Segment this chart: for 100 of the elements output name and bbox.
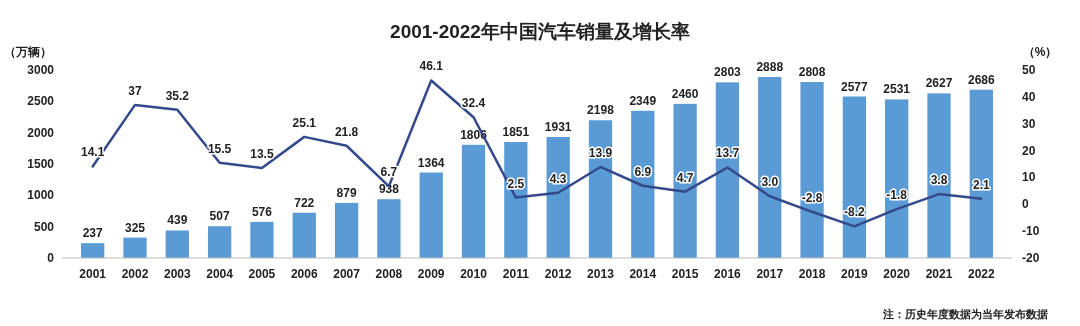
x-tick-label: 2008 <box>375 267 403 281</box>
data-label: 2686 <box>967 72 995 87</box>
data-label: 3.8 <box>930 173 948 188</box>
x-tick-label: 2020 <box>883 267 911 281</box>
data-label: 6.9 <box>634 164 652 179</box>
x-tick-label: 2018 <box>798 267 826 281</box>
data-label: 13.7 <box>715 146 740 161</box>
data-label: 13.9 <box>588 145 613 160</box>
data-label: 2460 <box>671 86 699 101</box>
x-tick-label: 2019 <box>841 267 869 281</box>
y-tick-label: 1000 <box>27 188 55 203</box>
x-tick-label: 2002 <box>121 267 149 281</box>
x-tick-label: 2010 <box>460 267 488 281</box>
y2-tick-label: 20 <box>1022 143 1036 158</box>
bar <box>969 89 993 258</box>
y2-tick-label: 40 <box>1022 89 1036 104</box>
data-label: 2808 <box>798 65 826 80</box>
data-label: -8.2 <box>844 205 866 220</box>
data-label: 2888 <box>756 60 784 75</box>
x-tick-label: 2021 <box>925 267 953 281</box>
data-label: 1364 <box>417 155 445 170</box>
bar <box>81 243 105 258</box>
x-tick-label: 2004 <box>206 267 234 281</box>
y-tick-label: 0 <box>47 251 55 265</box>
data-label: 576 <box>251 204 273 219</box>
data-label: 2627 <box>925 76 953 91</box>
y-tick-label: 1500 <box>27 157 55 171</box>
data-label: 507 <box>209 209 230 224</box>
bar <box>927 93 951 258</box>
bar <box>207 226 232 258</box>
bar <box>419 172 443 258</box>
x-tick-label: 2016 <box>714 267 742 281</box>
y-tick-label: 500 <box>33 219 55 234</box>
bar <box>800 82 824 258</box>
x-tick-label: 2007 <box>333 267 361 281</box>
x-tick-label: 2022 <box>967 267 995 281</box>
x-tick-label: 2015 <box>671 267 699 281</box>
y2-tick-label: -10 <box>1022 224 1040 239</box>
data-label: 2.5 <box>507 176 525 191</box>
x-tick-label: 2011 <box>502 267 530 281</box>
bar <box>250 221 274 258</box>
x-tick-label: 2005 <box>248 267 276 281</box>
data-label: 21.8 <box>334 124 359 139</box>
data-label: 2.1 <box>972 177 990 192</box>
bar <box>631 110 655 258</box>
x-tick-label: 2014 <box>629 267 657 281</box>
bar <box>715 82 740 258</box>
bar <box>885 99 909 258</box>
bar <box>123 237 147 258</box>
chart-title: 2001-2022年中国汽车销量及增长率 <box>390 21 690 42</box>
data-label: 1851 <box>502 125 530 139</box>
bar <box>165 230 189 258</box>
data-label: 4.3 <box>549 171 567 186</box>
y-tick-label: 2000 <box>27 125 55 140</box>
data-label: 439 <box>167 213 188 228</box>
data-label: 325 <box>124 220 146 235</box>
text: 注：历史年度数据为当年发布数据 <box>882 308 1048 320</box>
x-tick-label: 2009 <box>417 267 445 281</box>
data-label: 13.5 <box>250 147 274 162</box>
data-label: 1931 <box>544 119 572 134</box>
data-label: 4.7 <box>676 170 694 185</box>
bar <box>758 77 782 258</box>
data-label: 2349 <box>629 93 657 108</box>
x-tick-label: 2003 <box>163 267 191 281</box>
data-label: 35.2 <box>165 88 190 103</box>
bar <box>334 202 359 258</box>
bar <box>377 199 401 258</box>
x-tick-label: 2017 <box>756 267 784 281</box>
data-label: 32.4 <box>461 96 486 111</box>
y2-tick-label: -20 <box>1022 251 1040 265</box>
bar <box>673 103 697 258</box>
data-label: 722 <box>294 195 315 210</box>
data-label: 46.1 <box>419 59 444 74</box>
x-tick-label: 2013 <box>587 267 615 281</box>
y-tick-label: 3000 <box>27 63 55 77</box>
data-label: 37 <box>128 83 142 98</box>
y-axis-title: （万辆） <box>4 45 52 59</box>
x-tick-label: 2001 <box>79 267 107 281</box>
data-label: -1.8 <box>886 188 908 203</box>
data-label: 3.0 <box>761 175 779 190</box>
data-label: 2803 <box>714 65 742 80</box>
bar <box>292 212 316 258</box>
bar <box>842 96 867 258</box>
data-label: -2.8 <box>801 190 823 205</box>
bar <box>461 144 486 258</box>
data-label: 15.5 <box>207 141 232 156</box>
data-label: 2531 <box>883 82 911 97</box>
data-label: 237 <box>82 226 104 241</box>
y2-tick-label: 30 <box>1022 116 1036 131</box>
y2-tick-label: 10 <box>1022 170 1036 185</box>
data-label: 2198 <box>587 103 615 118</box>
x-tick-label: 2006 <box>290 267 318 281</box>
data-label: 25.1 <box>292 115 317 130</box>
data-label: 2577 <box>841 79 869 94</box>
y2-tick-label: 50 <box>1022 63 1036 77</box>
data-label: 879 <box>336 185 357 200</box>
y2-axis-title: （%） <box>1022 45 1058 59</box>
y-tick-label: 2500 <box>27 94 55 109</box>
y2-tick-label: 0 <box>1022 197 1029 212</box>
x-tick-label: 2012 <box>544 267 572 281</box>
